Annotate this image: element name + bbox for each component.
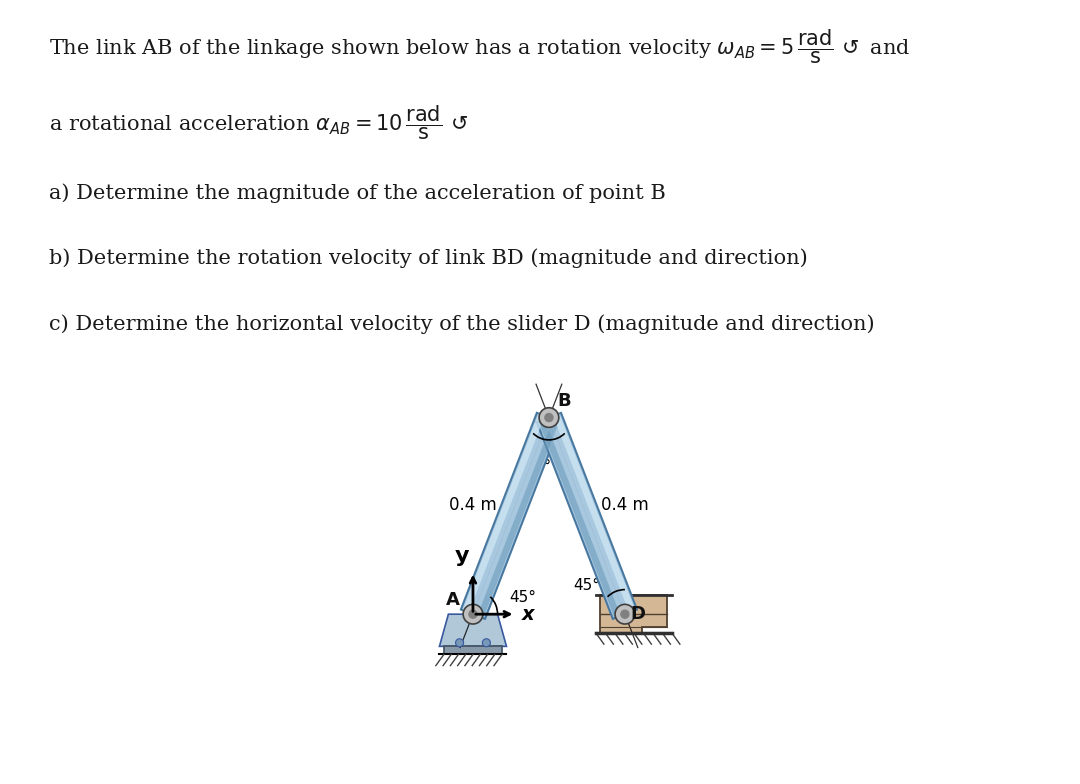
Text: The link AB of the linkage shown below has a rotation velocity $\omega_{AB} = 5\: The link AB of the linkage shown below h… — [49, 27, 910, 66]
Bar — [444, 646, 502, 655]
Text: 45°: 45° — [510, 590, 537, 604]
Text: 0.4 m: 0.4 m — [602, 495, 649, 514]
Circle shape — [469, 610, 477, 619]
Text: b) Determine the rotation velocity of link BD (magnitude and direction): b) Determine the rotation velocity of li… — [49, 249, 808, 268]
Circle shape — [463, 604, 483, 624]
Text: x: x — [522, 604, 535, 624]
Polygon shape — [539, 419, 621, 618]
Circle shape — [483, 639, 490, 647]
Polygon shape — [461, 413, 561, 619]
Polygon shape — [537, 413, 637, 619]
Text: 0.4 m: 0.4 m — [449, 495, 497, 514]
Polygon shape — [477, 419, 559, 618]
Circle shape — [456, 639, 463, 647]
Polygon shape — [440, 614, 507, 646]
Polygon shape — [462, 414, 544, 612]
Circle shape — [621, 610, 629, 619]
Text: B: B — [557, 391, 570, 409]
Text: A: A — [446, 591, 460, 609]
Circle shape — [539, 408, 558, 427]
Circle shape — [616, 604, 635, 624]
Text: 45°: 45° — [573, 578, 600, 593]
Text: a) Determine the magnitude of the acceleration of point B: a) Determine the magnitude of the accele… — [49, 183, 665, 202]
Text: c) Determine the horizontal velocity of the slider D (magnitude and direction): c) Determine the horizontal velocity of … — [49, 314, 874, 333]
Polygon shape — [600, 595, 667, 633]
Circle shape — [545, 413, 553, 422]
Text: D: D — [631, 605, 645, 623]
Text: y: y — [455, 546, 469, 566]
Polygon shape — [553, 414, 635, 612]
Text: 90°: 90° — [524, 459, 551, 474]
Text: a rotational acceleration $\alpha_{AB} = 10\,\dfrac{\mathrm{rad}}{\mathrm{s}}\,\: a rotational acceleration $\alpha_{AB} =… — [49, 103, 468, 142]
